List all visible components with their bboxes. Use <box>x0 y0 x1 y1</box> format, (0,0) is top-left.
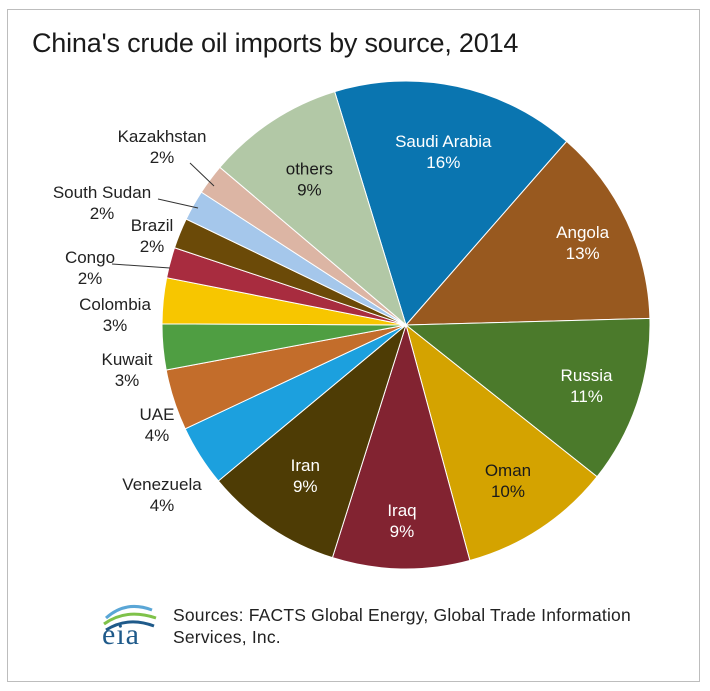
pie-slice-saudi-arabia <box>334 80 568 327</box>
chart-title: China's crude oil imports by source, 201… <box>32 28 519 58</box>
slice-label-uae: UAE 4% <box>140 405 175 445</box>
leader-line-south-sudan <box>157 198 199 209</box>
pie-slice-others <box>219 91 407 327</box>
logo-text: eia <box>102 618 140 651</box>
slice-label-colombia: Colombia 3% <box>79 295 151 335</box>
leader-line-kazakhstan <box>189 162 215 187</box>
pie-slice-iraq <box>331 323 471 570</box>
slice-label-venezuela: Venezuela 4% <box>122 475 202 515</box>
pie-slice-russia <box>404 317 651 478</box>
slice-label-iran: Iran 9% <box>291 456 320 496</box>
slice-label-brazil: Brazil 2% <box>131 216 174 256</box>
pie-slice-oman <box>405 323 598 562</box>
slice-label-kazakhstan: Kazakhstan 2% <box>118 127 207 167</box>
pie-slice-iran <box>217 323 407 559</box>
slice-label-saudi-arabia: Saudi Arabia 16% <box>395 132 492 172</box>
eia-logo <box>98 598 160 654</box>
pie-slice-angola <box>404 140 651 326</box>
slice-label-others: others 9% <box>286 159 333 199</box>
slice-label-south-sudan: South Sudan 2% <box>53 183 151 223</box>
slice-label-angola: Angola 13% <box>556 223 609 263</box>
slice-label-kuwait: Kuwait 3% <box>101 350 152 390</box>
slice-label-russia: Russia 11% <box>561 366 614 406</box>
source-note: Sources: FACTS Global Energy, Global Tra… <box>173 605 631 647</box>
slice-label-iraq: Iraq 9% <box>387 501 416 541</box>
slice-label-oman: Oman 10% <box>485 461 531 501</box>
leader-line-congo <box>111 263 171 269</box>
slice-label-congo: Congo 2% <box>65 248 115 288</box>
